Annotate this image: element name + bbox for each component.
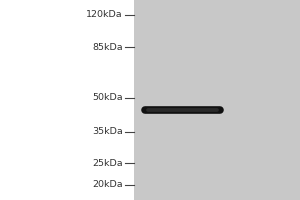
Text: 20kDa: 20kDa — [92, 180, 123, 189]
Text: 120kDa: 120kDa — [86, 10, 123, 19]
Text: 35kDa: 35kDa — [92, 127, 123, 136]
Text: 50kDa: 50kDa — [92, 93, 123, 102]
Bar — [134, 0, 300, 200]
Text: 25kDa: 25kDa — [92, 159, 123, 168]
Text: 85kDa: 85kDa — [92, 43, 123, 52]
